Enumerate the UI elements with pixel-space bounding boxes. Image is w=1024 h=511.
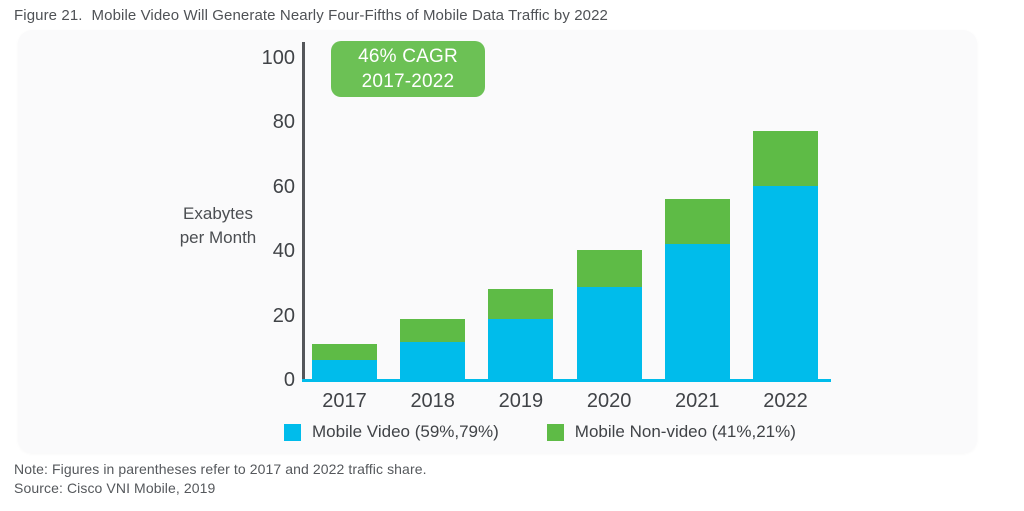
bar-segment-mobile-video <box>576 287 642 379</box>
x-axis-label: 2018 <box>410 390 455 412</box>
cagr-badge: 46% CAGR 2017-2022 <box>331 41 485 97</box>
bar-segment-mobile-video <box>488 319 554 379</box>
bar-segment-mobile-video <box>312 359 377 379</box>
legend-item: Mobile Non-video (41%,21%) <box>546 422 796 442</box>
bar-segment-mobile-video <box>664 243 730 379</box>
bar-segment-mobile-non-video <box>576 250 642 288</box>
legend-swatch-icon <box>546 423 564 441</box>
x-axis-label: 2021 <box>675 390 720 412</box>
bar-chart-plot: 0 20 40 60 80 100 2017 2018 2019 2020 2021 2022 <box>18 30 977 453</box>
bar-segment-mobile-non-video <box>312 343 377 360</box>
bar-segment-mobile-non-video <box>664 198 730 244</box>
bar-segment-mobile-non-video <box>488 288 554 320</box>
x-axis-label: 2017 <box>322 390 367 412</box>
chart-card: 46% CAGR 2017-2022 Exabytes per Month 0 2… <box>18 30 977 453</box>
y-tick-label: 80 <box>272 111 295 134</box>
note-text: Note: Figures in parentheses refer to 20… <box>14 461 427 477</box>
x-axis-label: 2019 <box>498 390 544 412</box>
cagr-badge-line1: 46% CAGR <box>358 46 458 67</box>
figure-title-text: Mobile Video Will Generate Nearly Four-F… <box>91 7 608 24</box>
y-axis-title-line1: Exabytes <box>183 204 253 223</box>
legend-label: Mobile Video (59%,79%) <box>312 422 499 441</box>
figure-title: Figure 21. Mobile Video Will Generate Nea… <box>14 7 608 24</box>
x-axis-label: 2022 <box>763 390 808 412</box>
bar-segment-mobile-non-video <box>400 319 466 342</box>
y-tick-label: 20 <box>272 304 295 327</box>
y-axis-line <box>302 42 305 382</box>
cagr-badge-line2: 2017-2022 <box>361 71 455 92</box>
x-axis-label: 2020 <box>586 390 632 412</box>
legend-swatch-icon <box>284 423 301 441</box>
y-tick-label: 0 <box>283 369 295 391</box>
figure-number-label: Figure 21. <box>14 7 83 24</box>
y-axis-title-line2: per Month <box>179 228 257 247</box>
bar-segment-mobile-video <box>753 185 818 379</box>
x-axis-line <box>302 379 831 382</box>
y-tick-label: 60 <box>272 175 295 198</box>
source-text: Source: Cisco VNI Mobile, 2019 <box>14 480 216 496</box>
y-tick-label: 100 <box>261 47 295 69</box>
bar-segment-mobile-video <box>400 341 466 379</box>
y-axis-title: Exabytes per Month <box>128 202 308 250</box>
legend-label: Mobile Non-video (41%,21%) <box>574 422 796 441</box>
legend-item: Mobile Video (59%,79%) <box>284 422 499 442</box>
chart-legend: Mobile Video (59%,79%) Mobile Non-video (… <box>284 422 796 442</box>
y-tick-label: 40 <box>272 240 295 263</box>
bar-segment-mobile-non-video <box>753 131 818 186</box>
